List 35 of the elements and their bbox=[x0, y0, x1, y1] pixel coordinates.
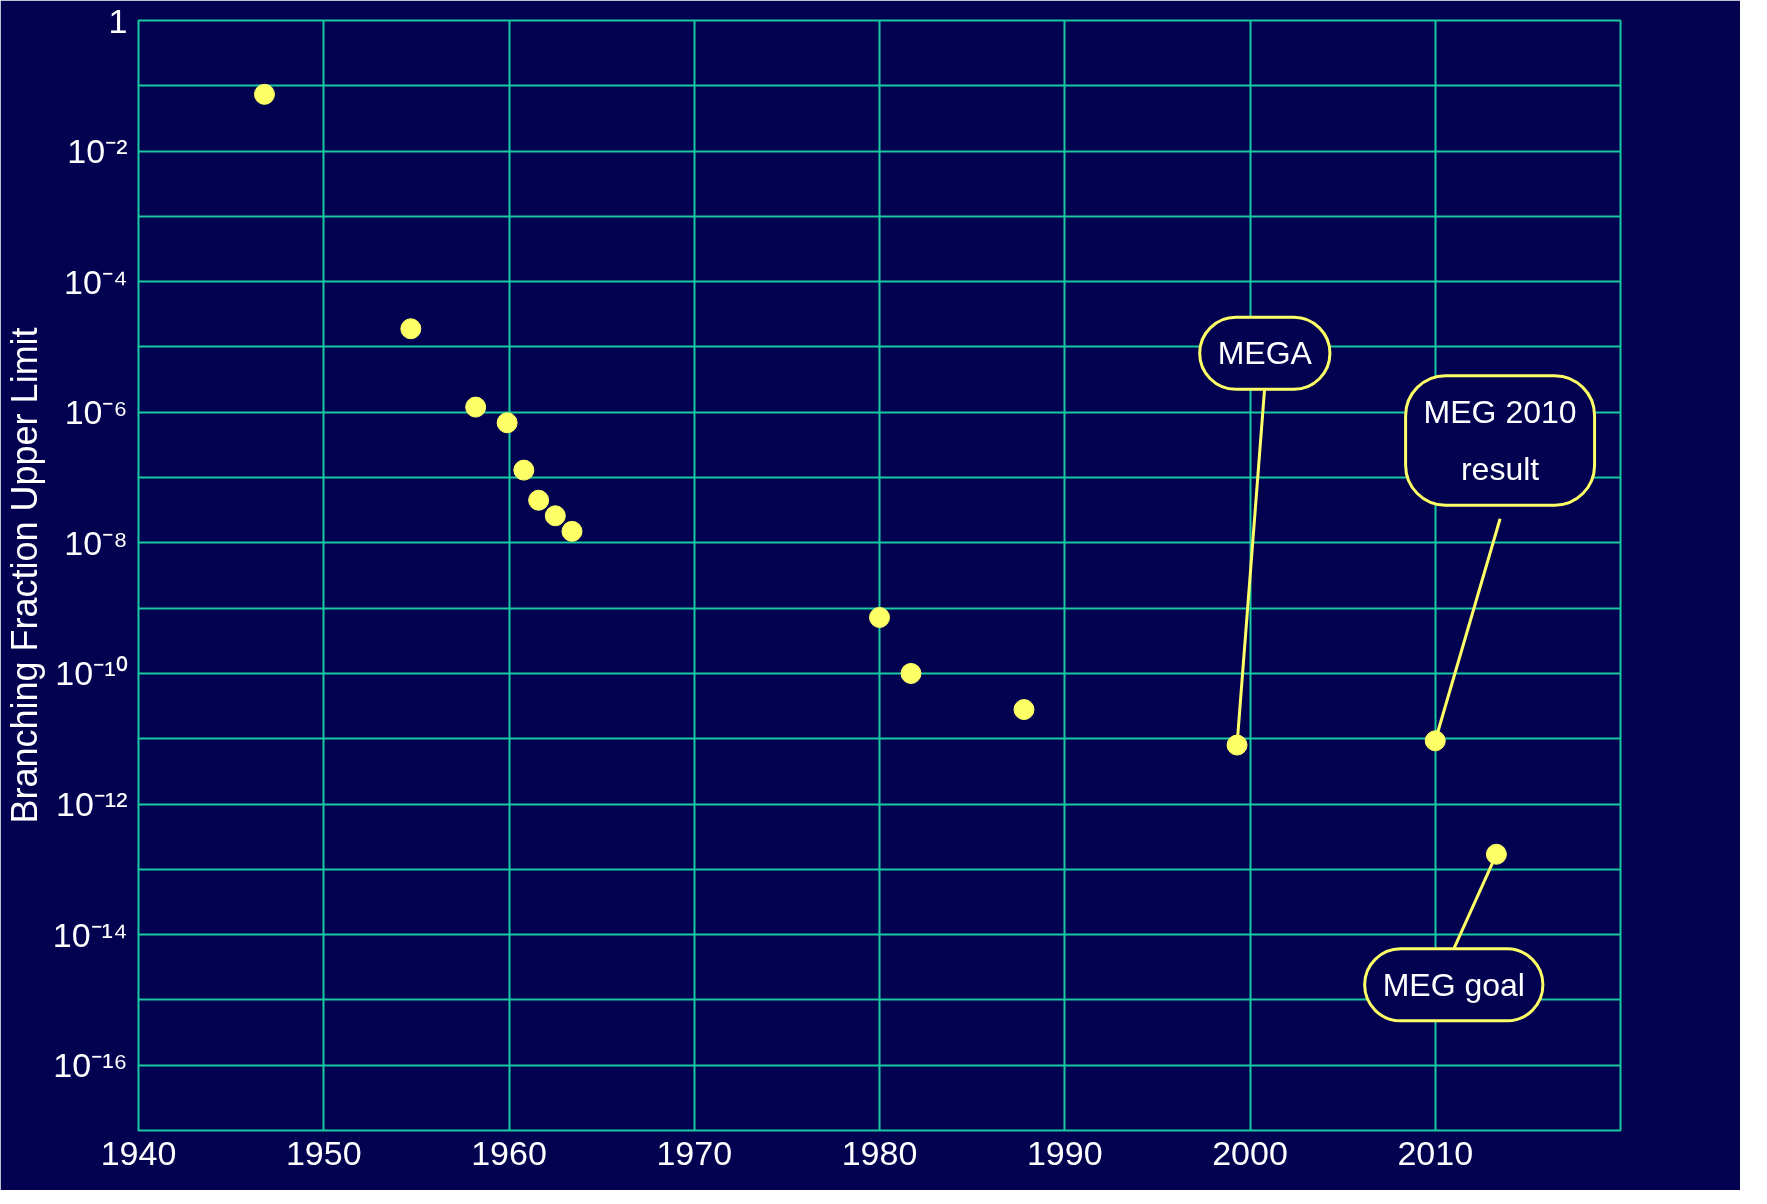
x-tick-label: 1950 bbox=[285, 1133, 362, 1172]
point bbox=[400, 318, 422, 340]
x-tick-label: 1960 bbox=[471, 1133, 547, 1172]
x-tick-label: 1980 bbox=[841, 1133, 918, 1172]
point bbox=[1013, 699, 1035, 721]
y-tick-label: 10⁻² bbox=[67, 132, 128, 171]
y-tick-label: 1 bbox=[108, 1, 128, 40]
y-axis-title: Branching Fraction Upper Limit bbox=[3, 327, 45, 824]
x-tick-label: 1940 bbox=[100, 1133, 177, 1172]
y-tick-label: 10⁻¹⁶ bbox=[53, 1046, 128, 1085]
y-tick-label: 10⁻¹⁴ bbox=[52, 915, 128, 954]
point bbox=[513, 459, 535, 481]
y-tick-label: 10⁻⁴ bbox=[64, 262, 128, 301]
point bbox=[1226, 734, 1248, 756]
y-tick-label: 10⁻¹² bbox=[56, 785, 128, 824]
x-tick-label: 1970 bbox=[656, 1133, 733, 1172]
y-tick-label: 10⁻⁶ bbox=[64, 393, 128, 432]
point bbox=[869, 606, 890, 628]
point bbox=[544, 505, 566, 527]
annotation: MEG goal bbox=[1382, 966, 1525, 1003]
point bbox=[465, 396, 487, 418]
point bbox=[496, 412, 518, 434]
annotation: MEGA bbox=[1217, 335, 1313, 372]
point bbox=[1485, 843, 1507, 865]
point bbox=[528, 489, 550, 511]
y-tick-label: 10⁻¹⁰ bbox=[55, 654, 128, 693]
y-tick-label: 10⁻⁸ bbox=[64, 523, 128, 562]
point bbox=[561, 520, 583, 542]
x-tick-label: 1990 bbox=[1026, 1133, 1103, 1172]
annotation: MEG 2010 result bbox=[1423, 393, 1577, 488]
point bbox=[900, 662, 922, 684]
point bbox=[1424, 730, 1446, 752]
x-tick-label: 2000 bbox=[1212, 1133, 1288, 1172]
x-tick-label: 2010 bbox=[1397, 1133, 1474, 1172]
point bbox=[253, 83, 275, 105]
